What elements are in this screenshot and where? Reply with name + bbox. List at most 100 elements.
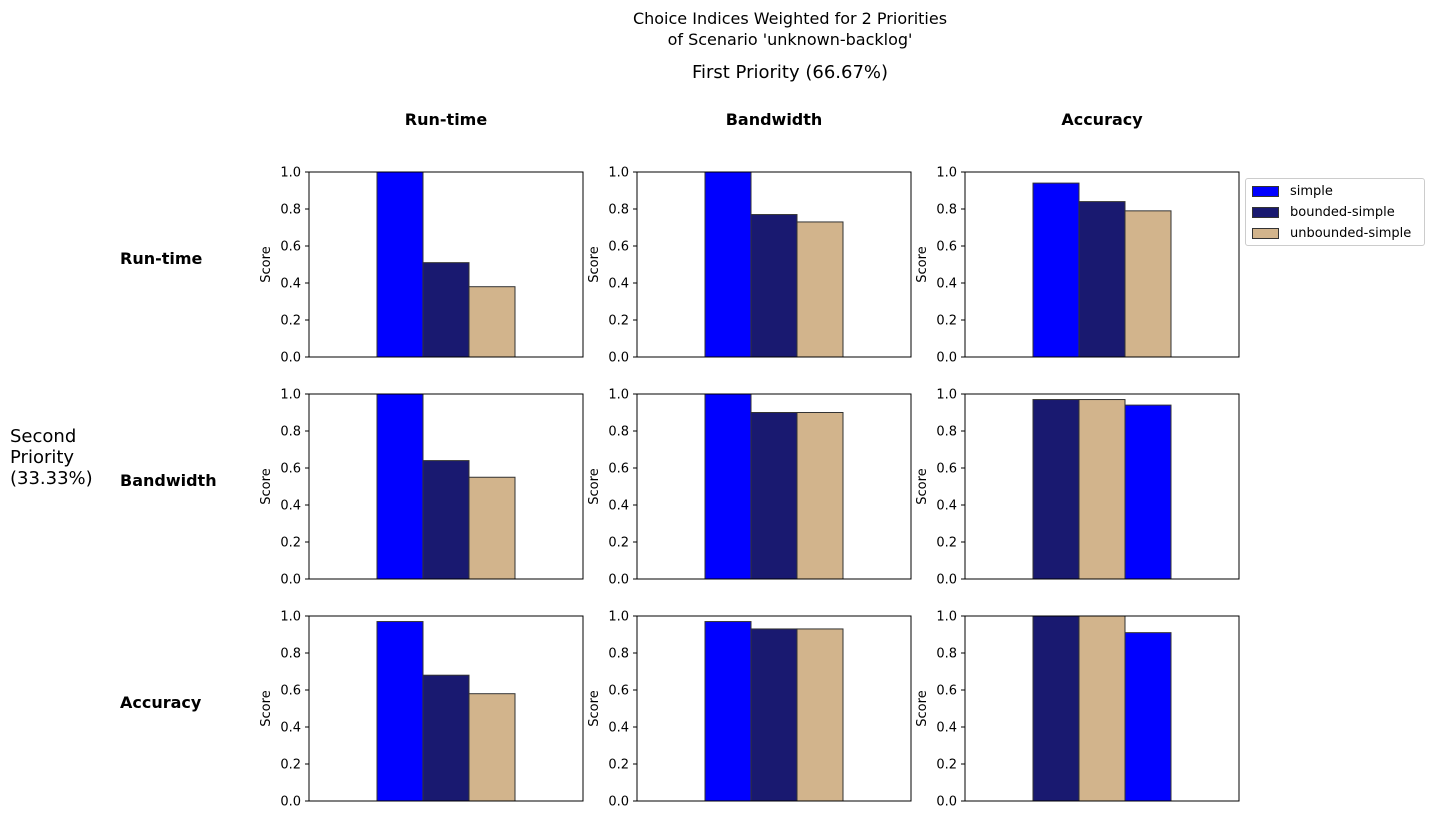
axes-frame-bandwidth-bandwidth [636, 393, 912, 580]
y-tick-label-bandwidth-run-time: 0.0 [280, 573, 301, 588]
bar-run-time-bandwidth-simple [704, 171, 752, 358]
bar-run-time-run-time-unbounded-simple [468, 286, 516, 358]
y-tick-label-bandwidth-bandwidth: 0.8 [608, 425, 629, 440]
bar-run-time-accuracy-unbounded-simple [1124, 210, 1172, 358]
bar-bandwidth-run-time-unbounded-simple [468, 476, 516, 580]
y-tick-label-bandwidth-bandwidth: 0.6 [608, 462, 629, 477]
legend-label-simple: simple [1290, 184, 1333, 199]
y-tick-label-run-time-accuracy: 0.6 [936, 240, 957, 255]
y-tick-label-accuracy-run-time: 0.4 [280, 721, 301, 736]
column-header-bandwidth: Bandwidth [725, 110, 823, 129]
bar-accuracy-accuracy-bounded-simple [1032, 615, 1080, 802]
subplot-accuracy-accuracy: 0.0 0.2 0.4 0.6 0.8 1.0 Score [915, 610, 1240, 810]
bar-accuracy-bandwidth-unbounded-simple [796, 628, 844, 802]
legend-swatch-simple [1252, 186, 1279, 197]
y-axis-label-accuracy-bandwidth: Score [587, 690, 602, 726]
bar-accuracy-run-time-bounded-simple [422, 674, 470, 802]
bar-accuracy-accuracy-unbounded-simple [1078, 615, 1126, 802]
bar-accuracy-run-time-unbounded-simple [468, 693, 516, 802]
y-axis-label-accuracy-run-time: Score [259, 690, 274, 726]
first-priority-title: First Priority (66.67%) [691, 62, 889, 83]
y-tick-label-accuracy-bandwidth: 0.4 [608, 721, 629, 736]
y-axis-label-accuracy-accuracy: Score [915, 690, 930, 726]
y-tick-label-run-time-run-time: 0.8 [280, 203, 301, 218]
y-tick-label-bandwidth-bandwidth: 0.0 [608, 573, 629, 588]
y-tick-label-run-time-bandwidth: 0.0 [608, 351, 629, 366]
y-tick-label-accuracy-run-time: 1.0 [280, 610, 301, 625]
bar-bandwidth-run-time-bounded-simple [422, 460, 470, 580]
subplot-run-time-bandwidth: 0.0 0.2 0.4 0.6 0.8 1.0 Score [587, 166, 912, 366]
subplot-bandwidth-run-time: 0.0 0.2 0.4 0.6 0.8 1.0 Score [259, 388, 584, 588]
y-tick-label-run-time-run-time: 0.6 [280, 240, 301, 255]
y-tick-label-accuracy-bandwidth: 0.6 [608, 684, 629, 699]
y-tick-label-bandwidth-accuracy: 0.8 [936, 425, 957, 440]
bar-accuracy-bandwidth-bounded-simple [750, 628, 798, 802]
y-tick-label-accuracy-run-time: 0.0 [280, 795, 301, 810]
axes-frame-accuracy-accuracy [964, 615, 1240, 802]
y-tick-label-accuracy-bandwidth: 0.8 [608, 647, 629, 662]
y-tick-label-run-time-run-time: 1.0 [280, 166, 301, 181]
bar-run-time-accuracy-bounded-simple [1078, 201, 1126, 358]
bar-run-time-accuracy-simple [1032, 182, 1080, 358]
y-tick-label-accuracy-accuracy: 0.0 [936, 795, 957, 810]
y-axis-label-run-time-bandwidth: Score [587, 246, 602, 282]
y-tick-label-run-time-accuracy: 0.0 [936, 351, 957, 366]
y-axis-label-bandwidth-bandwidth: Score [587, 468, 602, 504]
y-tick-label-run-time-bandwidth: 0.8 [608, 203, 629, 218]
axes-frame-bandwidth-run-time [308, 393, 584, 580]
legend-item-unbounded-simple: unbounded-simple [1246, 223, 1424, 244]
y-tick-label-accuracy-accuracy: 0.4 [936, 721, 957, 736]
y-tick-label-accuracy-accuracy: 0.6 [936, 684, 957, 699]
axes-frame-accuracy-bandwidth [636, 615, 912, 802]
axes-frame-run-time-accuracy [964, 171, 1240, 358]
y-tick-label-run-time-bandwidth: 0.2 [608, 314, 629, 329]
column-header-accuracy: Accuracy [1061, 110, 1143, 129]
y-tick-label-run-time-bandwidth: 0.4 [608, 277, 629, 292]
bar-accuracy-bandwidth-simple [704, 621, 752, 802]
y-tick-label-bandwidth-bandwidth: 0.2 [608, 536, 629, 551]
y-tick-label-accuracy-run-time: 0.2 [280, 758, 301, 773]
legend-item-simple: simple [1246, 181, 1424, 202]
subplot-accuracy-run-time: 0.0 0.2 0.4 0.6 0.8 1.0 Score [259, 610, 584, 810]
legend-swatch-bounded-simple [1252, 207, 1279, 218]
bar-run-time-run-time-bounded-simple [422, 262, 470, 358]
second-priority-line2: Priority [10, 447, 75, 468]
bar-bandwidth-accuracy-simple [1124, 404, 1172, 580]
y-tick-label-bandwidth-bandwidth: 1.0 [608, 388, 629, 403]
y-tick-label-run-time-bandwidth: 0.6 [608, 240, 629, 255]
row-header-accuracy: Accuracy [120, 693, 202, 712]
subplot-accuracy-bandwidth: 0.0 0.2 0.4 0.6 0.8 1.0 Score [587, 610, 912, 810]
y-tick-label-run-time-accuracy: 1.0 [936, 166, 957, 181]
subplot-bandwidth-accuracy: 0.0 0.2 0.4 0.6 0.8 1.0 Score [915, 388, 1240, 588]
legend-label-unbounded-simple: unbounded-simple [1290, 226, 1412, 241]
y-tick-label-bandwidth-accuracy: 0.6 [936, 462, 957, 477]
y-tick-label-bandwidth-run-time: 0.2 [280, 536, 301, 551]
legend-item-bounded-simple: bounded-simple [1246, 202, 1424, 223]
y-tick-label-accuracy-run-time: 0.6 [280, 684, 301, 699]
row-header-bandwidth: Bandwidth [120, 471, 217, 490]
chart-title-line2: of Scenario 'unknown-backlog' [667, 30, 913, 49]
bar-bandwidth-bandwidth-unbounded-simple [796, 412, 844, 580]
legend: simple bounded-simple unbounded-simple [1245, 178, 1425, 246]
y-tick-label-accuracy-accuracy: 0.2 [936, 758, 957, 773]
y-axis-label-run-time-run-time: Score [259, 246, 274, 282]
y-tick-label-run-time-accuracy: 0.8 [936, 203, 957, 218]
second-priority-line3: (33.33%) [10, 468, 93, 489]
y-axis-label-run-time-accuracy: Score [915, 246, 930, 282]
bar-run-time-bandwidth-unbounded-simple [796, 221, 844, 358]
bar-run-time-run-time-simple [376, 171, 424, 358]
bar-bandwidth-bandwidth-bounded-simple [750, 412, 798, 580]
y-tick-label-run-time-bandwidth: 1.0 [608, 166, 629, 181]
y-tick-label-run-time-accuracy: 0.4 [936, 277, 957, 292]
y-tick-label-run-time-accuracy: 0.2 [936, 314, 957, 329]
second-priority-line1: Second [10, 426, 77, 447]
y-tick-label-run-time-run-time: 0.4 [280, 277, 301, 292]
y-tick-label-accuracy-accuracy: 1.0 [936, 610, 957, 625]
axes-frame-run-time-bandwidth [636, 171, 912, 358]
y-axis-label-bandwidth-run-time: Score [259, 468, 274, 504]
legend-swatch-unbounded-simple [1252, 228, 1279, 239]
y-tick-label-run-time-run-time: 0.2 [280, 314, 301, 329]
y-tick-label-bandwidth-run-time: 0.6 [280, 462, 301, 477]
bar-run-time-bandwidth-bounded-simple [750, 214, 798, 358]
